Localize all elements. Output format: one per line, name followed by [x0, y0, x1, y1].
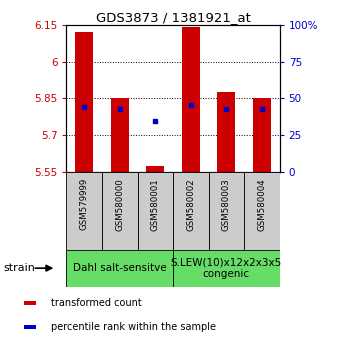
- Text: transformed count: transformed count: [51, 298, 142, 308]
- Bar: [66, 172, 102, 250]
- Text: Dahl salt-sensitve: Dahl salt-sensitve: [73, 263, 167, 273]
- Bar: [75, 32, 93, 172]
- Text: GSM580001: GSM580001: [151, 178, 160, 231]
- Bar: [244, 172, 280, 250]
- Text: GSM580004: GSM580004: [257, 178, 266, 231]
- Bar: [66, 250, 173, 287]
- Text: GSM580003: GSM580003: [222, 178, 231, 231]
- Text: S.LEW(10)x12x2x3x5
congenic: S.LEW(10)x12x2x3x5 congenic: [171, 257, 282, 279]
- Bar: [102, 172, 137, 250]
- Bar: [24, 325, 36, 329]
- Bar: [173, 172, 209, 250]
- Bar: [111, 98, 129, 172]
- Bar: [209, 172, 244, 250]
- Bar: [253, 98, 271, 172]
- Title: GDS3873 / 1381921_at: GDS3873 / 1381921_at: [95, 11, 251, 24]
- Bar: [173, 250, 280, 287]
- Text: strain: strain: [3, 263, 35, 273]
- Bar: [218, 92, 235, 172]
- Text: GSM579999: GSM579999: [80, 178, 89, 230]
- Bar: [182, 27, 200, 172]
- Text: GSM580000: GSM580000: [115, 178, 124, 231]
- Text: GSM580002: GSM580002: [186, 178, 195, 231]
- Bar: [24, 301, 36, 305]
- Bar: [137, 172, 173, 250]
- Text: percentile rank within the sample: percentile rank within the sample: [51, 322, 216, 332]
- Bar: [146, 166, 164, 172]
